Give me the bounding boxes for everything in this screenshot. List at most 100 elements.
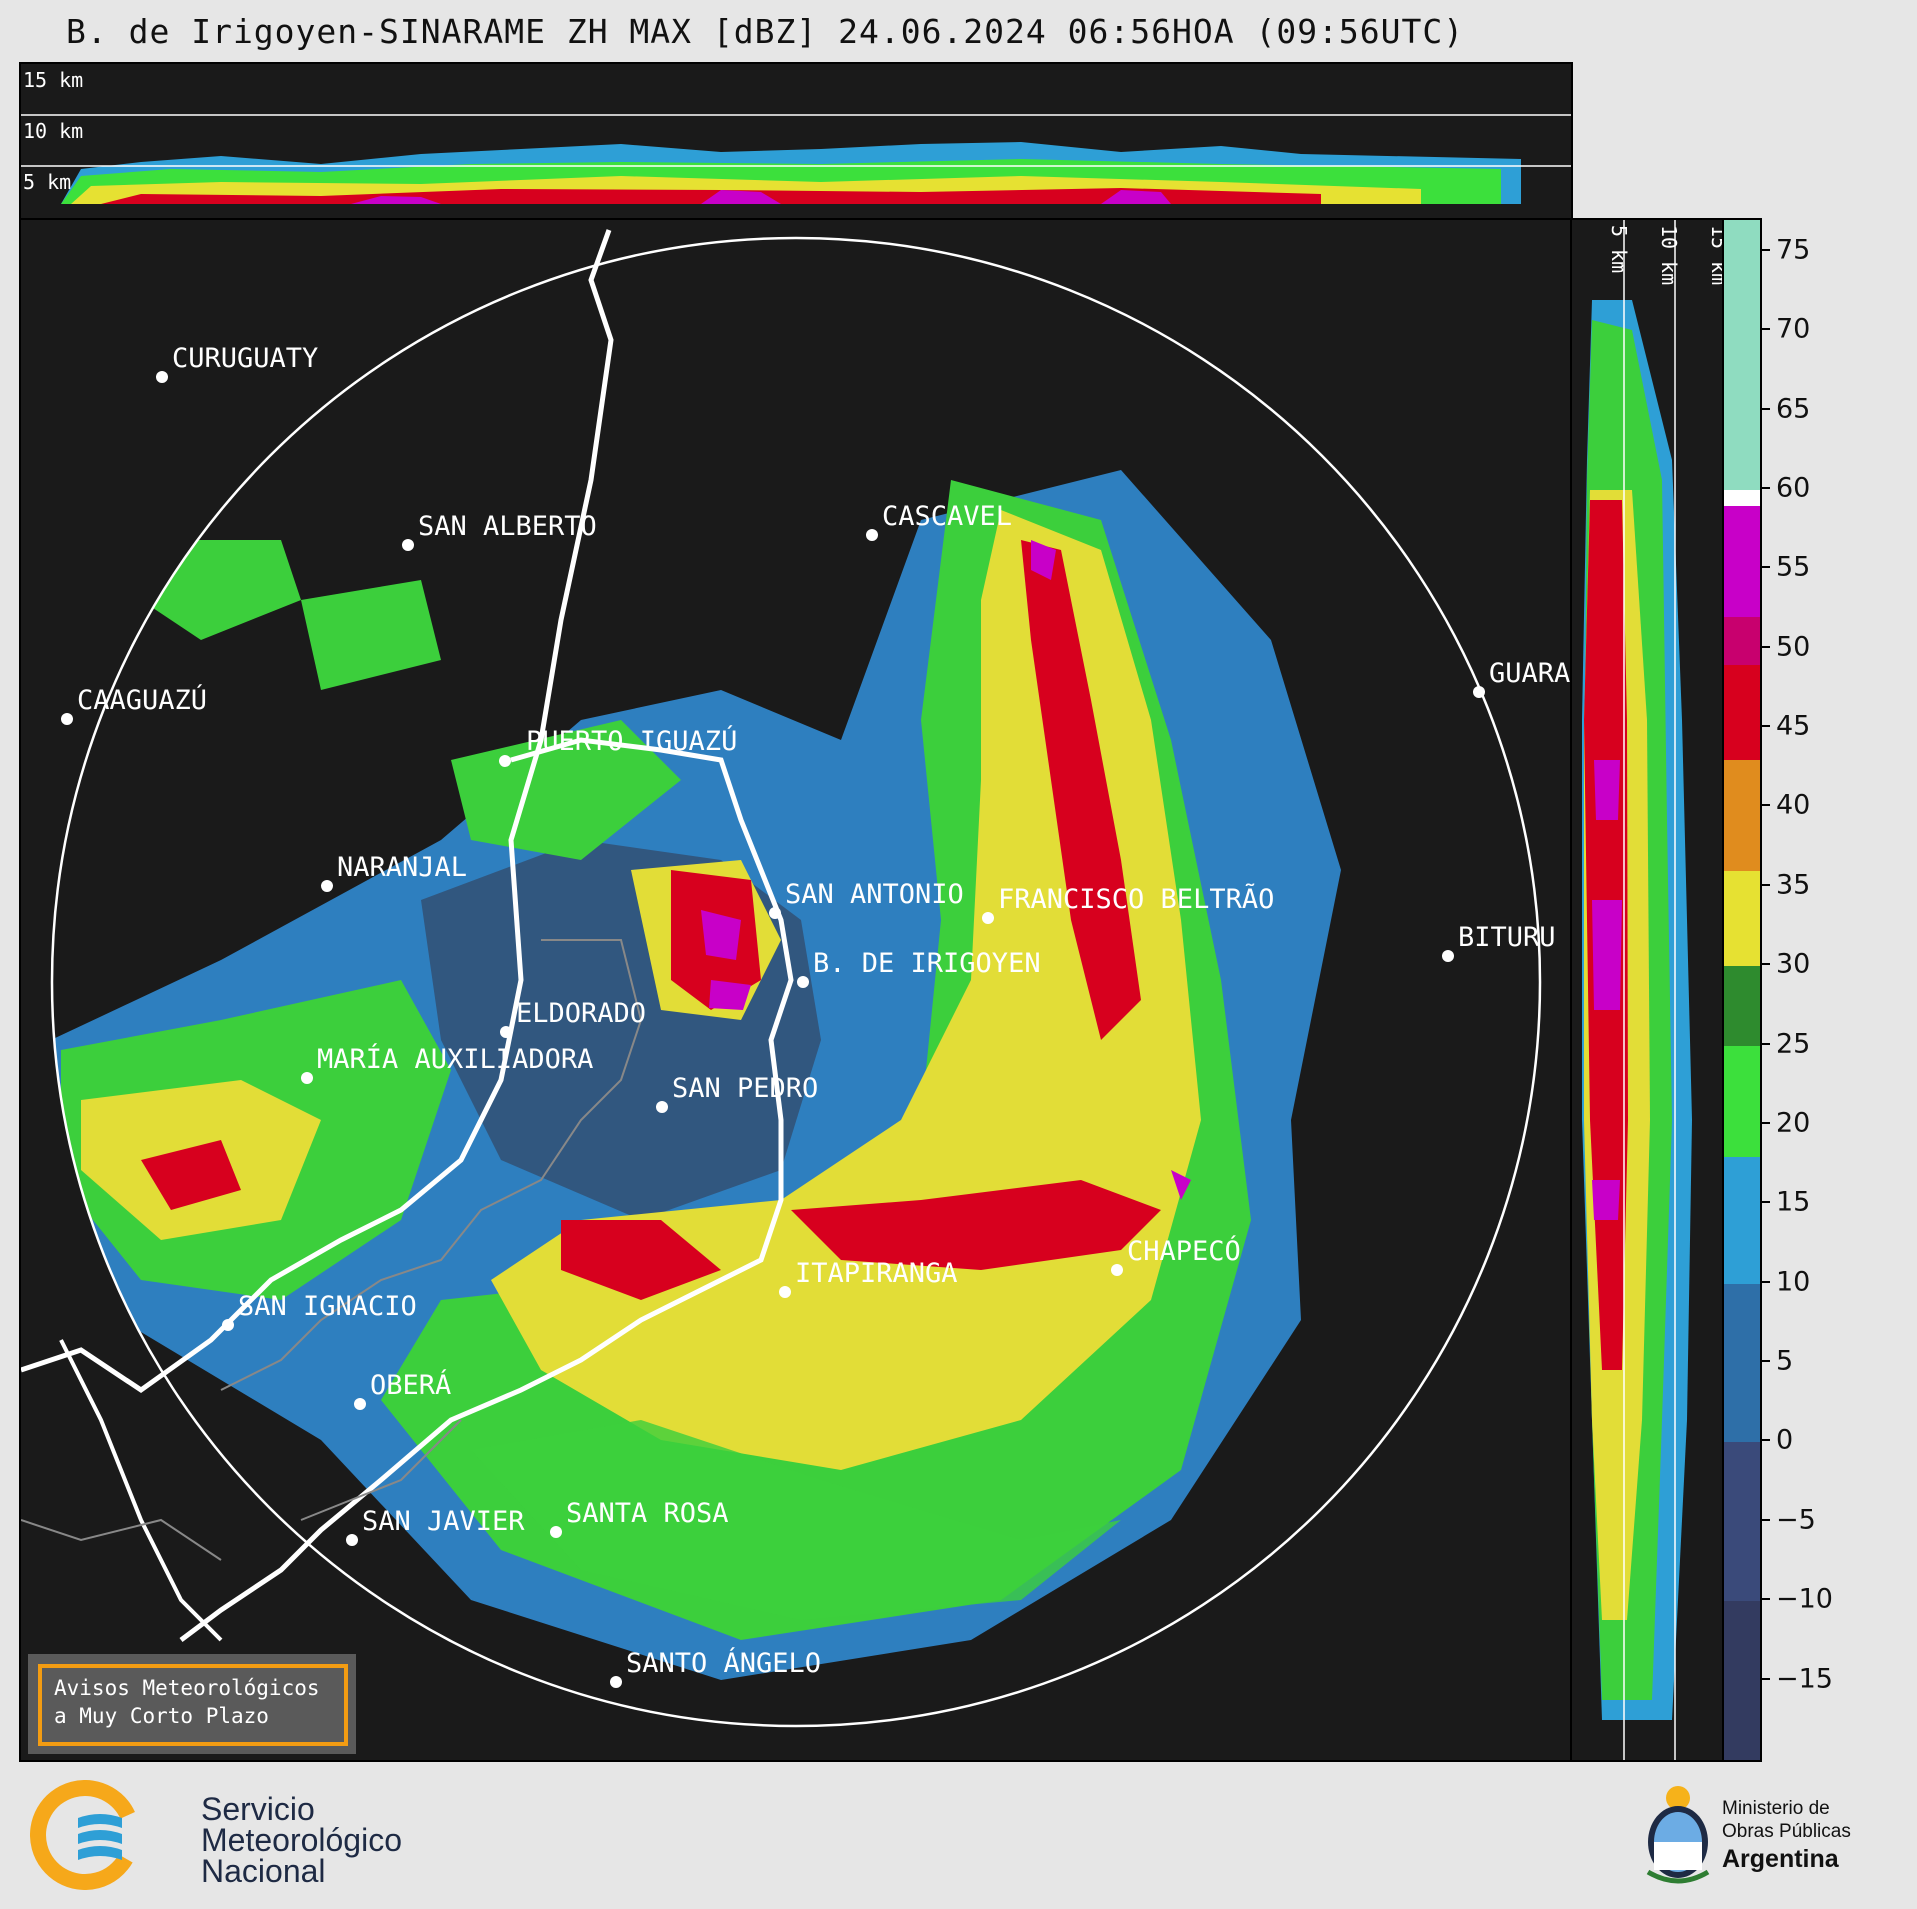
top-profile-svg: 15 km 10 km 5 km bbox=[21, 68, 1571, 204]
colorbar-tick bbox=[1760, 1121, 1770, 1124]
range-ring bbox=[50, 236, 1542, 1728]
city-bituru: BITURU bbox=[1458, 922, 1556, 953]
dbz-colorbar bbox=[1722, 218, 1762, 1762]
smn-line-2: Meteorológico bbox=[201, 1822, 402, 1858]
colorbar-tick-label: −5 bbox=[1776, 1504, 1816, 1536]
country-border-east bbox=[179, 737, 794, 1642]
colorbar-tick bbox=[1760, 248, 1770, 251]
colorbar-tick bbox=[1760, 1042, 1770, 1045]
smn-line-1: Servicio bbox=[201, 1791, 315, 1827]
city-san-alberto: SAN ALBERTO bbox=[418, 511, 597, 542]
colorbar-tick-label: 45 bbox=[1776, 710, 1811, 742]
top-profile-label-10: 10 km bbox=[23, 119, 83, 143]
alert-box-border: Avisos Meteorológicos a Muy Corto Plazo bbox=[38, 1664, 348, 1746]
province-border bbox=[59, 1339, 223, 1642]
alert-line-1: Avisos Meteorológicos bbox=[54, 1676, 320, 1700]
colorbar-tick-label: 55 bbox=[1776, 551, 1811, 583]
reflectivity-layer bbox=[52, 470, 1341, 1680]
smn-logo: Servicio Meteorológico Nacional bbox=[29, 1780, 450, 1890]
colorbar-tick-label: 0 bbox=[1776, 1424, 1794, 1456]
colorbar-segment bbox=[1724, 220, 1760, 490]
colorbar-tick-label: 75 bbox=[1776, 234, 1811, 266]
colorbar-tick bbox=[1760, 1280, 1770, 1283]
alert-box[interactable]: Avisos Meteorológicos a Muy Corto Plazo bbox=[28, 1654, 356, 1754]
city-guara: GUARA bbox=[1489, 658, 1570, 689]
ministry-line-1: Ministerio de bbox=[1722, 1798, 1830, 1819]
city-chapeco: CHAPECÓ bbox=[1127, 1235, 1241, 1267]
colorbar-tick bbox=[1760, 725, 1770, 728]
city-san-pedro: SAN PEDRO bbox=[672, 1073, 818, 1104]
side-profile-label-15: 15 km bbox=[1707, 225, 1722, 285]
ministry-line-3: Argentina bbox=[1722, 1845, 1839, 1873]
radar-map[interactable]: CURUGUATY SAN ALBERTO CASCAVEL CAAGUAZÚ … bbox=[19, 218, 1573, 1762]
colorbar-tick-label: 70 bbox=[1776, 313, 1811, 345]
top-profile-label-15: 15 km bbox=[23, 68, 83, 92]
city-markers bbox=[61, 371, 1485, 1688]
colorbar-tick-label: −15 bbox=[1776, 1663, 1833, 1695]
colorbar-tick-label: 40 bbox=[1776, 789, 1811, 821]
colorbar-tick bbox=[1760, 645, 1770, 648]
colorbar-segment bbox=[1724, 664, 1760, 760]
city-curuguaty: CURUGUATY bbox=[172, 343, 318, 374]
colorbar-tick-label: 60 bbox=[1776, 472, 1811, 504]
colorbar-tick bbox=[1760, 804, 1770, 807]
side-height-profile: 5 km 10 km 15 km bbox=[1570, 218, 1724, 1762]
colorbar-tick-label: −10 bbox=[1776, 1583, 1833, 1615]
colorbar-tick-label: 30 bbox=[1776, 948, 1811, 980]
alert-line-2: a Muy Corto Plazo bbox=[54, 1704, 269, 1728]
colorbar-tick bbox=[1760, 963, 1770, 966]
colorbar-tick bbox=[1760, 566, 1770, 569]
colorbar-tick bbox=[1760, 486, 1770, 489]
colorbar-tick bbox=[1760, 883, 1770, 886]
city-maria-auxiliadora: MARÍA AUXILIADORA bbox=[317, 1043, 593, 1075]
colorbar-tick-label: 35 bbox=[1776, 869, 1811, 901]
colorbar-tick bbox=[1760, 407, 1770, 410]
colorbar-segment bbox=[1724, 489, 1760, 506]
argentina-coat-of-arms bbox=[1646, 1786, 1710, 1884]
colorbar-tick-label: 15 bbox=[1776, 1186, 1811, 1218]
city-naranjal: NARANJAL bbox=[337, 852, 467, 883]
city-labels: CURUGUATY SAN ALBERTO CASCAVEL CAAGUAZÚ … bbox=[77, 343, 1570, 1679]
colorbar-tick-label: 10 bbox=[1776, 1266, 1811, 1298]
colorbar-segment bbox=[1724, 870, 1760, 967]
smn-line-3: Nacional bbox=[201, 1853, 326, 1889]
colorbar-tick bbox=[1760, 328, 1770, 331]
colorbar-segment bbox=[1724, 1156, 1760, 1284]
city-san-antonio: SAN ANTONIO bbox=[785, 879, 964, 910]
colorbar-segment bbox=[1724, 1045, 1760, 1157]
colorbar-segment bbox=[1724, 1601, 1760, 1760]
colorbar-segment bbox=[1724, 759, 1760, 871]
city-santo-angelo: SANTO ÁNGELO bbox=[626, 1647, 821, 1679]
colorbar-tick bbox=[1760, 1598, 1770, 1601]
colorbar-segment bbox=[1724, 505, 1760, 617]
department-borders bbox=[220, 939, 643, 1521]
city-eldorado: ELDORADO bbox=[516, 998, 646, 1029]
map-title: B. de Irigoyen-SINARAME ZH MAX [dBZ] 24.… bbox=[66, 12, 1465, 51]
city-obera: OBERÁ bbox=[370, 1369, 451, 1401]
colorbar-tick-label: 5 bbox=[1776, 1345, 1794, 1377]
city-caaguazu: CAAGUAZÚ bbox=[77, 684, 207, 716]
colorbar-tick bbox=[1760, 1360, 1770, 1363]
colorbar-segment bbox=[1724, 1442, 1760, 1602]
side-profile-label-10: 10 km bbox=[1657, 225, 1681, 285]
country-border-west bbox=[21, 229, 614, 1394]
city-san-javier: SAN JAVIER bbox=[362, 1506, 525, 1537]
colorbar-tick-label: 65 bbox=[1776, 393, 1811, 424]
colorbar-tick-label: 25 bbox=[1776, 1028, 1811, 1060]
city-san-ignacio: SAN IGNACIO bbox=[238, 1291, 417, 1322]
radar-map-svg: CURUGUATY SAN ALBERTO CASCAVEL CAAGUAZÚ … bbox=[21, 229, 1570, 1728]
side-profile-label-5: 5 km bbox=[1607, 225, 1631, 273]
side-profile-svg: 5 km 10 km 15 km bbox=[1582, 220, 1722, 1760]
colorbar-tick-label: 50 bbox=[1776, 631, 1811, 663]
city-cascavel: CASCAVEL bbox=[882, 501, 1012, 532]
top-profile-label-5: 5 km bbox=[23, 170, 71, 194]
top-height-profile: 15 km 10 km 5 km bbox=[19, 62, 1573, 220]
city-francisco-beltrao: FRANCISCO BELTRÃO bbox=[998, 883, 1274, 915]
city-santa-rosa: SANTA ROSA bbox=[566, 1498, 729, 1529]
colorbar-tick bbox=[1760, 1201, 1770, 1204]
colorbar-tick-label: 20 bbox=[1776, 1107, 1811, 1139]
colorbar-segment bbox=[1724, 1283, 1760, 1443]
colorbar-tick bbox=[1760, 1677, 1770, 1680]
ministry-line-2: Obras Públicas bbox=[1722, 1821, 1851, 1842]
colorbar-segment bbox=[1724, 616, 1760, 665]
